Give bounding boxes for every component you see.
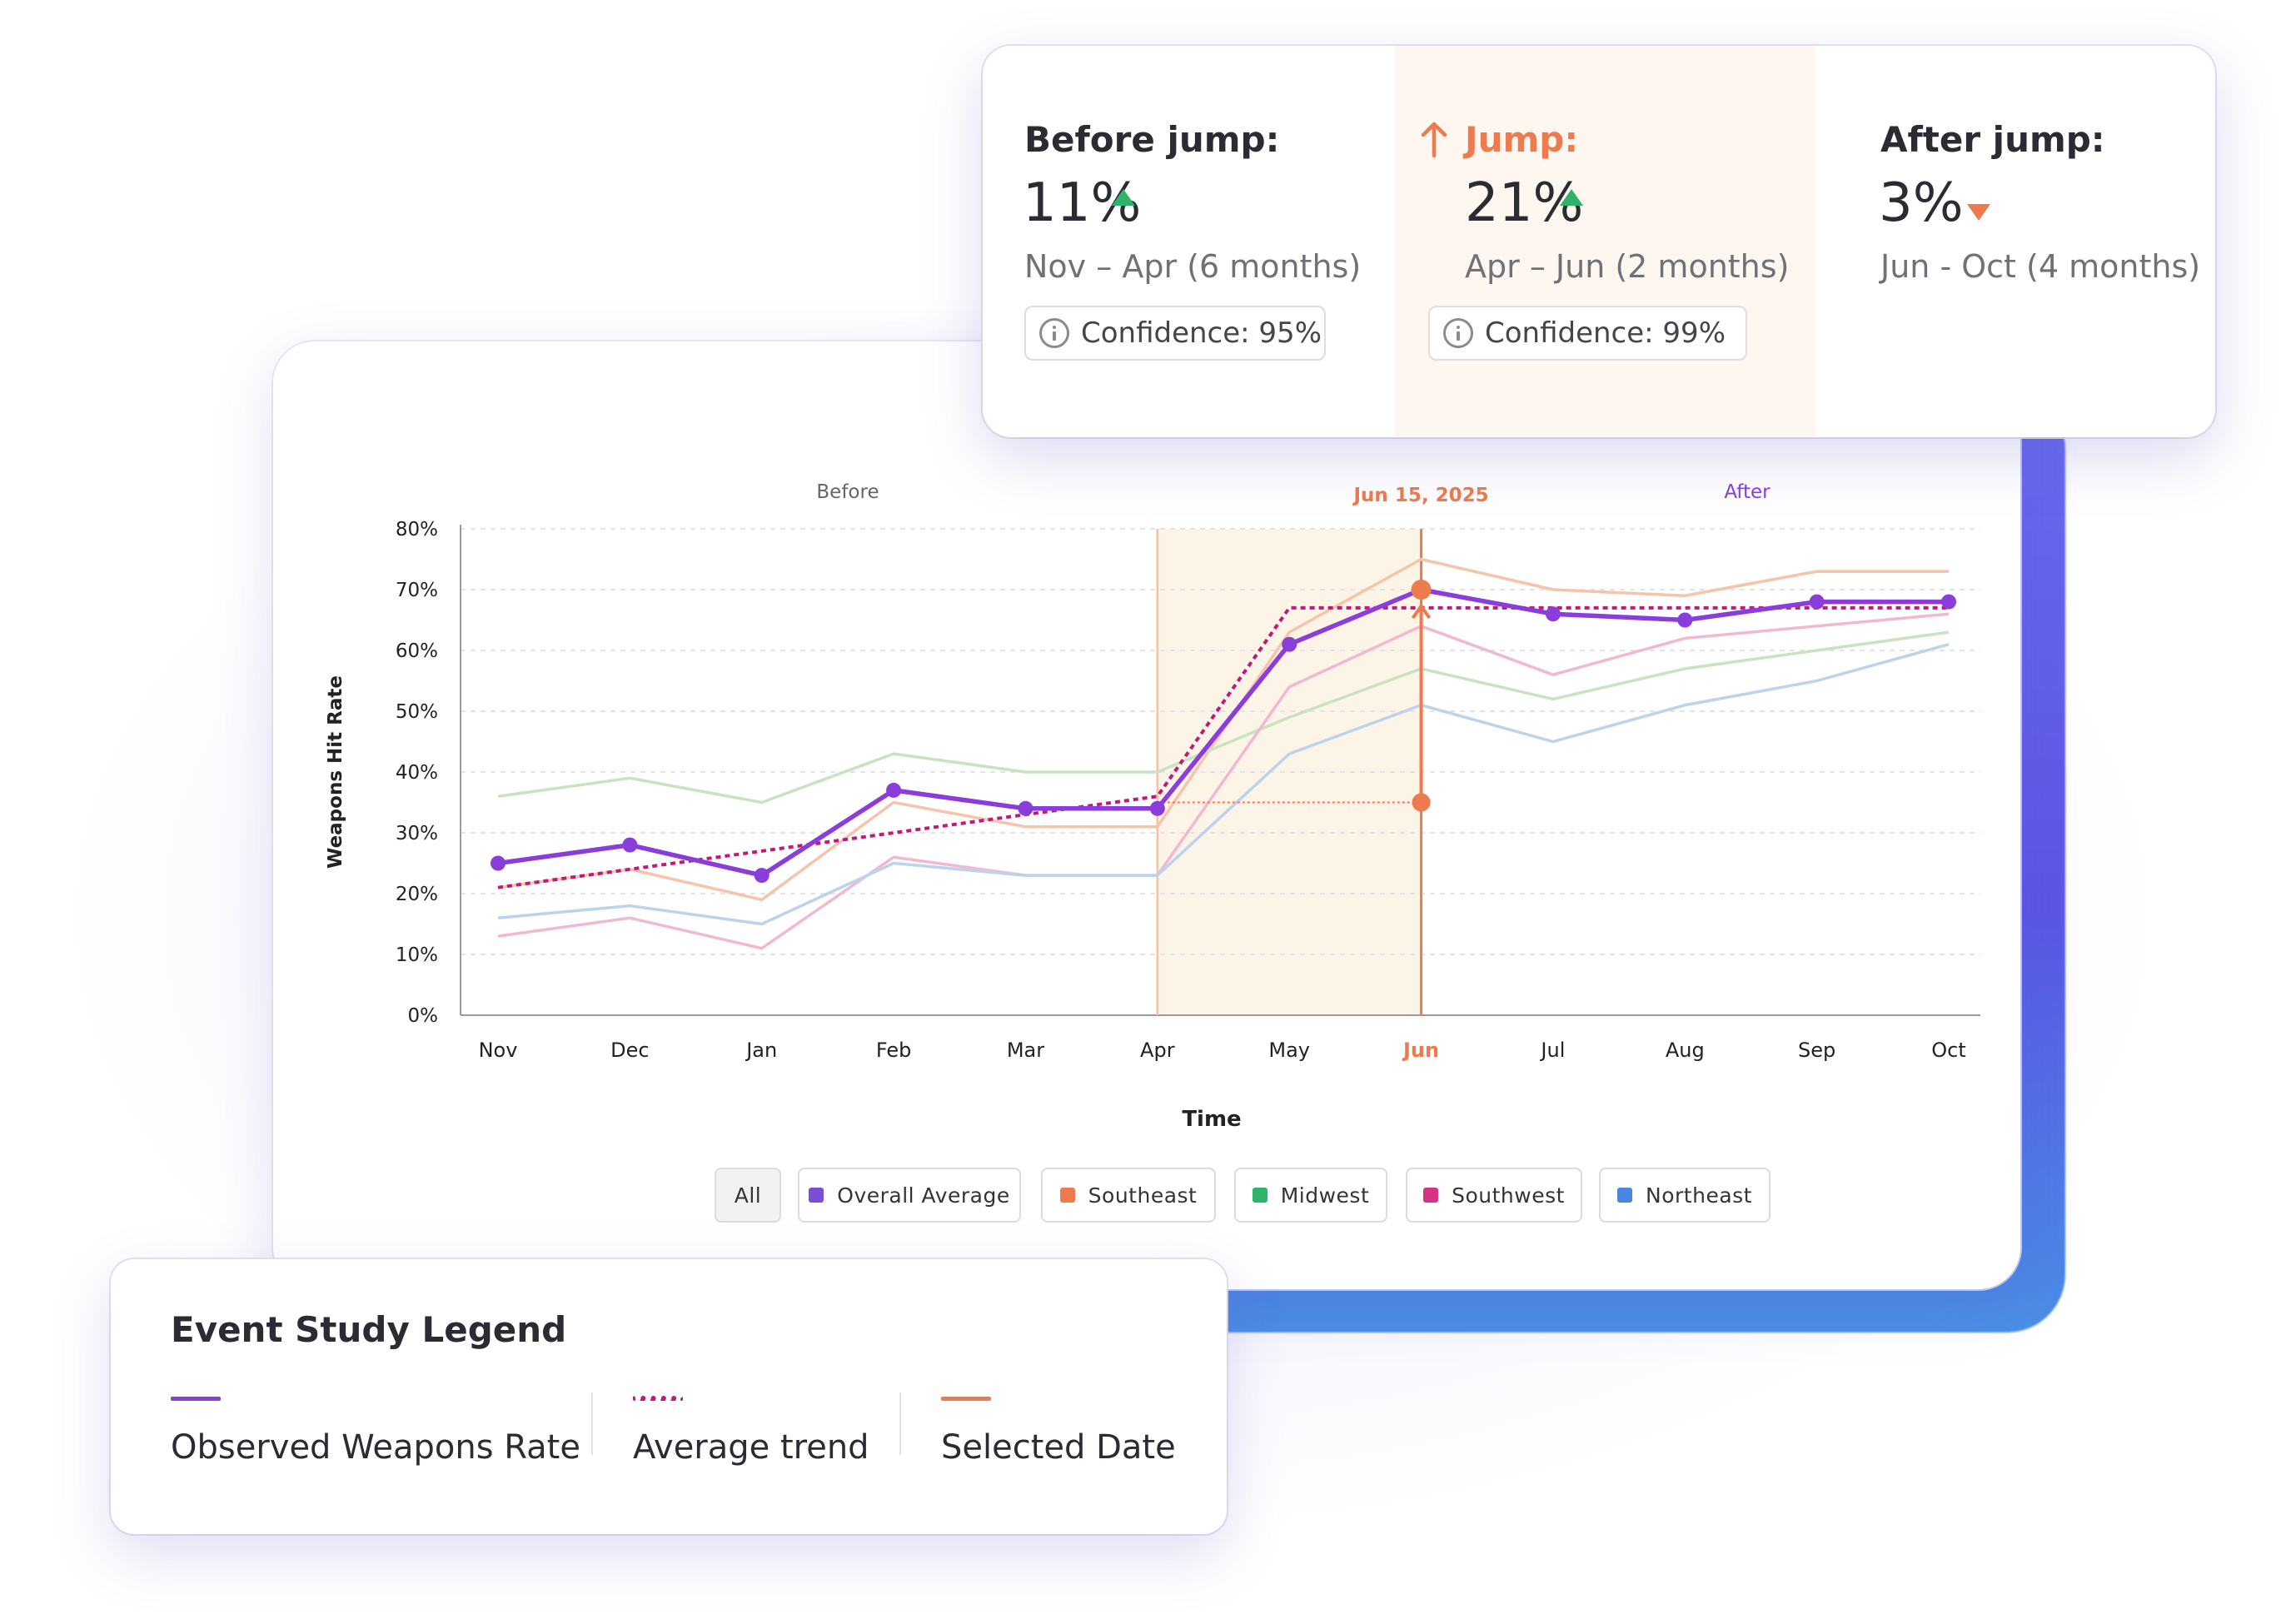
y-tick-label: 0% <box>408 1005 439 1027</box>
y-axis-title: Weapons Hit Rate <box>325 675 346 869</box>
filter-overall-average-button[interactable]: Overall Average <box>798 1168 1021 1223</box>
data-point-oct <box>1941 594 1956 610</box>
average-trend-swatch <box>633 1396 683 1401</box>
trend-up-icon <box>1560 189 1583 206</box>
data-point-jul <box>1545 606 1561 622</box>
filter-southeast-label: Southeast <box>1088 1183 1198 1208</box>
before-region-label: Before <box>816 481 879 503</box>
y-tick-label: 40% <box>396 762 438 784</box>
filter-all-label: All <box>734 1183 762 1208</box>
jump-end-point <box>1411 580 1432 600</box>
filter-midwest-button[interactable]: Midwest <box>1234 1168 1387 1223</box>
series-line-southwest <box>497 612 1950 950</box>
x-tick-label-oct: Oct <box>1931 1039 1966 1062</box>
info-icon <box>1039 318 1069 348</box>
legend-observed-label: Observed Weapons Rate <box>171 1428 580 1467</box>
jump-panel: Jump: 21% Apr – Jun (2 months) Confidenc… <box>1395 46 1815 437</box>
data-point-sep <box>1809 594 1825 610</box>
filter-southwest-button[interactable]: Southwest <box>1406 1168 1582 1223</box>
before-confidence-label: Confidence: 95% <box>1081 316 1322 350</box>
southwest-swatch <box>1423 1188 1439 1203</box>
selected-date-swatch <box>941 1397 991 1401</box>
x-tick-label-jan: Jan <box>745 1039 777 1062</box>
x-tick-label-dec: Dec <box>610 1039 649 1062</box>
chart-card <box>273 341 2020 1289</box>
filter-southwest-label: Southwest <box>1452 1183 1565 1208</box>
x-tick-label-apr: Apr <box>1140 1039 1175 1062</box>
arrow-up-icon <box>1421 122 1447 157</box>
midwest-swatch <box>1252 1188 1268 1203</box>
series-line-northeast <box>497 643 1950 926</box>
x-tick-label-aug: Aug <box>1666 1039 1705 1062</box>
y-tick-label: 10% <box>396 944 438 966</box>
legend-divider <box>591 1392 593 1455</box>
legend-average-trend-label: Average trend <box>633 1428 869 1467</box>
after-jump-value: 3% <box>1879 172 1964 234</box>
jump-confidence-badge: Confidence: 99% <box>1428 306 1747 361</box>
data-point-apr <box>1149 800 1165 816</box>
x-axis-title: Time <box>1182 1107 1241 1132</box>
x-tick-label-sep: Sep <box>1798 1039 1835 1062</box>
southeast-swatch <box>1059 1188 1075 1203</box>
trend-down-icon <box>1967 204 1990 221</box>
jump-title: Jump: <box>1465 119 1579 160</box>
observed-line-swatch <box>171 1397 221 1401</box>
after-jump-title: After jump: <box>1880 119 2105 160</box>
legend-divider <box>899 1392 901 1455</box>
info-icon <box>1443 318 1473 348</box>
series-line-midwest <box>497 630 1950 805</box>
data-point-nov <box>491 855 506 871</box>
data-point-jan <box>754 868 769 884</box>
legend-title: Event Study Legend <box>171 1309 567 1350</box>
filter-northeast-label: Northeast <box>1646 1183 1752 1208</box>
data-point-may <box>1282 636 1297 652</box>
jump-confidence-label: Confidence: 99% <box>1485 316 1726 350</box>
x-tick-label-nov: Nov <box>479 1039 518 1062</box>
y-tick-label: 70% <box>396 580 438 601</box>
series-line-overall-average <box>497 587 1949 878</box>
average-trend-line <box>497 605 1949 889</box>
after-jump-panel: After jump: 3% Jun - Oct (4 months) <box>1815 46 2215 437</box>
x-tick-label-may: May <box>1268 1039 1310 1062</box>
before-jump-title: Before jump: <box>1024 119 1280 160</box>
event-study-legend-card: Event Study Legend Observed Weapons Rate… <box>111 1259 1227 1534</box>
filter-overall-average-label: Overall Average <box>837 1183 1010 1208</box>
data-point-dec <box>622 837 638 853</box>
y-tick-label: 80% <box>396 519 438 541</box>
filter-midwest-label: Midwest <box>1280 1183 1370 1208</box>
x-tick-label-jul: Jul <box>1539 1039 1565 1062</box>
before-confidence-badge: Confidence: 95% <box>1024 306 1326 361</box>
x-tick-label-feb: Feb <box>876 1039 912 1062</box>
before-jump-range: Nov – Apr (6 months) <box>1024 248 1362 285</box>
filter-northeast-button[interactable]: Northeast <box>1599 1168 1771 1223</box>
jump-start-point <box>1412 793 1431 812</box>
y-tick-label: 20% <box>396 884 438 905</box>
selected-date-label: Jun 15, 2025 <box>1352 485 1489 506</box>
filter-southeast-button[interactable]: Southeast <box>1041 1168 1216 1223</box>
jump-stats-card: Before jump: 11% Nov – Apr (6 months) Co… <box>983 46 2215 437</box>
x-tick-label-jun: Jun <box>1402 1039 1439 1062</box>
data-point-feb <box>886 782 902 798</box>
filter-all-button[interactable]: All <box>715 1168 781 1223</box>
overall-average-swatch <box>809 1188 824 1203</box>
y-tick-label: 60% <box>396 640 438 662</box>
x-tick-label-mar: Mar <box>1007 1039 1044 1062</box>
jump-arrow-head <box>1411 603 1432 620</box>
legend-selected-date-label: Selected Date <box>941 1428 1176 1467</box>
data-point-aug <box>1677 612 1693 628</box>
data-point-mar <box>1018 800 1033 816</box>
before-jump-panel: Before jump: 11% Nov – Apr (6 months) Co… <box>983 46 1395 437</box>
y-tick-label: 50% <box>396 701 438 723</box>
y-tick-label: 30% <box>396 823 438 844</box>
jump-range: Apr – Jun (2 months) <box>1465 248 1790 285</box>
after-jump-range: Jun - Oct (4 months) <box>1880 248 2201 285</box>
northeast-swatch <box>1617 1188 1633 1203</box>
after-region-label: After <box>1724 481 1771 503</box>
weapons-hit-rate-chart: 0% 10% 20% 30% 40% 50% 60% 70% 80% Before Jun 15, … <box>325 481 1980 1132</box>
trend-up-icon <box>1112 189 1135 206</box>
